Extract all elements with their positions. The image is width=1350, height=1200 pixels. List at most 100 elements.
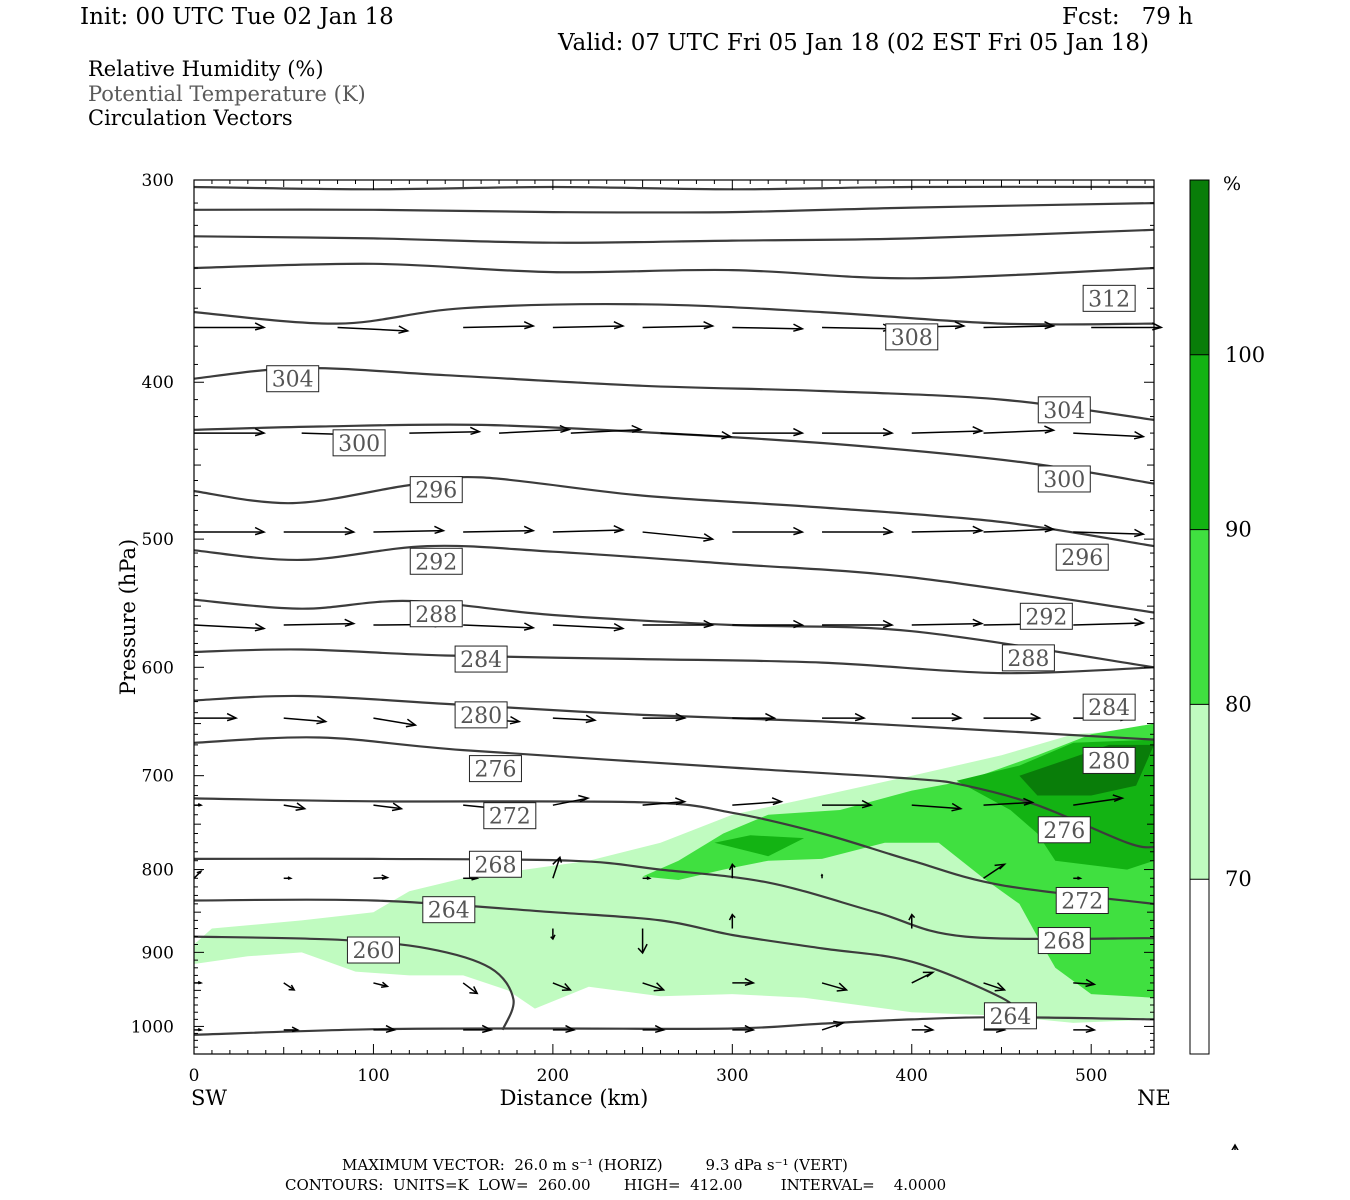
theta-label: 296 — [1055, 543, 1109, 571]
theta-line-314 — [194, 185, 1154, 191]
theta-label: 292 — [409, 547, 463, 575]
circulation-vector — [821, 1020, 846, 1031]
circulation-vector — [983, 863, 1007, 879]
colorbar-segment — [1190, 529, 1209, 705]
circulation-vector — [193, 869, 203, 879]
x-tick-label: 300 — [716, 1066, 748, 1086]
circulation-vector — [983, 524, 1056, 533]
circulation-vector — [194, 1027, 204, 1032]
circulation-vector — [983, 982, 1007, 992]
circulation-vector — [373, 981, 390, 988]
x-tick-label: 400 — [896, 1066, 928, 1086]
init-time: Init: 00 UTC Tue 02 Jan 18 — [80, 4, 394, 30]
circulation-vector — [732, 619, 805, 629]
circulation-vector — [194, 427, 267, 437]
svg-text:264: 264 — [428, 899, 470, 924]
theta-label: 284 — [1082, 693, 1136, 721]
theta-label: 304 — [266, 365, 320, 393]
circulation-vector — [194, 712, 239, 722]
svg-text:268: 268 — [1043, 930, 1085, 955]
circulation-vector — [821, 982, 849, 992]
svg-text:272: 272 — [489, 805, 531, 830]
circulation-vector — [728, 863, 736, 879]
circulation-vector — [822, 619, 895, 629]
svg-text:272: 272 — [1061, 889, 1103, 914]
circulation-vector — [732, 797, 784, 806]
circulation-vector — [983, 321, 1056, 330]
theta-label: 288 — [409, 600, 463, 628]
x-end-label-sw: SW — [191, 1086, 227, 1110]
circulation-vector — [552, 525, 625, 534]
cross-section-chart: 3123083043043003002962962922922882882842… — [116, 171, 1265, 1150]
theta-label: 312 — [1082, 284, 1136, 312]
circulation-vector — [911, 426, 984, 435]
rh-region-90-100-2 — [714, 835, 805, 857]
circulation-vector — [732, 526, 805, 536]
theta-line-268 — [194, 857, 1154, 941]
circulation-vector — [1073, 430, 1146, 440]
circulation-vector — [911, 1024, 935, 1034]
theta-line-304 — [194, 366, 1154, 421]
svg-text:260: 260 — [352, 939, 394, 964]
colorbar-unit: % — [1223, 173, 1241, 195]
svg-text:308: 308 — [891, 326, 933, 351]
x-end-label-ne: NE — [1137, 1086, 1171, 1110]
theta-line-292 — [194, 544, 1154, 614]
circulation-vector — [337, 325, 410, 334]
circulation-vector — [194, 322, 267, 331]
colorbar-segment — [1190, 704, 1209, 880]
y-tick-label: 1000 — [131, 1017, 174, 1037]
circulation-vector — [463, 525, 536, 535]
circulation-vector — [642, 797, 687, 806]
circulation-vector — [822, 323, 895, 332]
theta-label: 276 — [468, 755, 522, 783]
circulation-vector — [552, 982, 572, 992]
colorbar-label: 80 — [1225, 692, 1252, 716]
circulation-vector — [642, 876, 652, 880]
svg-text:268: 268 — [474, 853, 516, 878]
circulation-vector — [911, 618, 984, 627]
svg-text:304: 304 — [1043, 399, 1085, 424]
theta-line-311 — [194, 262, 1154, 280]
circulation-vector — [552, 714, 597, 724]
svg-text:276: 276 — [474, 758, 516, 783]
plot-frame — [193, 179, 1155, 1055]
circulation-vector — [552, 794, 591, 806]
circulation-vector — [822, 526, 895, 536]
circulation-vector — [822, 712, 867, 722]
colorbar-label: 90 — [1225, 518, 1252, 542]
theta-label: 296 — [409, 476, 463, 504]
svg-text:292: 292 — [415, 550, 457, 575]
svg-text:284: 284 — [460, 648, 502, 673]
circulation-vector — [983, 712, 1042, 722]
theta-label: 264 — [983, 1002, 1037, 1030]
theta-label: 280 — [1082, 746, 1136, 774]
circulation-vector — [1091, 322, 1164, 331]
circulation-vector — [373, 1024, 397, 1034]
circulation-vector — [194, 526, 267, 536]
circulation-vector — [911, 525, 984, 535]
circulation-vector — [642, 712, 687, 722]
valid-time: Valid: 07 UTC Fri 05 Jan 18 (02 EST Fri … — [558, 30, 1149, 56]
circulation-vector — [983, 425, 1056, 434]
circulation-vector — [732, 323, 805, 332]
circulation-vector — [283, 618, 356, 627]
circulation-vector — [283, 802, 307, 812]
y-tick-label: 600 — [142, 658, 174, 678]
circulation-vector — [732, 712, 777, 722]
theta-line-284 — [194, 648, 1154, 675]
theta-line-312 — [194, 228, 1154, 244]
circulation-vector — [373, 802, 404, 812]
x-tick-label: 500 — [1075, 1066, 1107, 1086]
theta-label: 300 — [1037, 465, 1091, 493]
theta-line-313 — [194, 202, 1154, 214]
y-tick-label: 800 — [142, 861, 174, 881]
y-tick-label: 900 — [142, 943, 174, 963]
circulation-vector — [911, 802, 963, 812]
legend-vectors: Circulation Vectors — [88, 106, 293, 130]
theta-line-296 — [194, 475, 1154, 548]
y-tick-label: 300 — [142, 171, 174, 191]
svg-text:276: 276 — [1043, 819, 1085, 844]
theta-label: 304 — [1037, 396, 1091, 424]
circulation-vector — [463, 622, 536, 631]
